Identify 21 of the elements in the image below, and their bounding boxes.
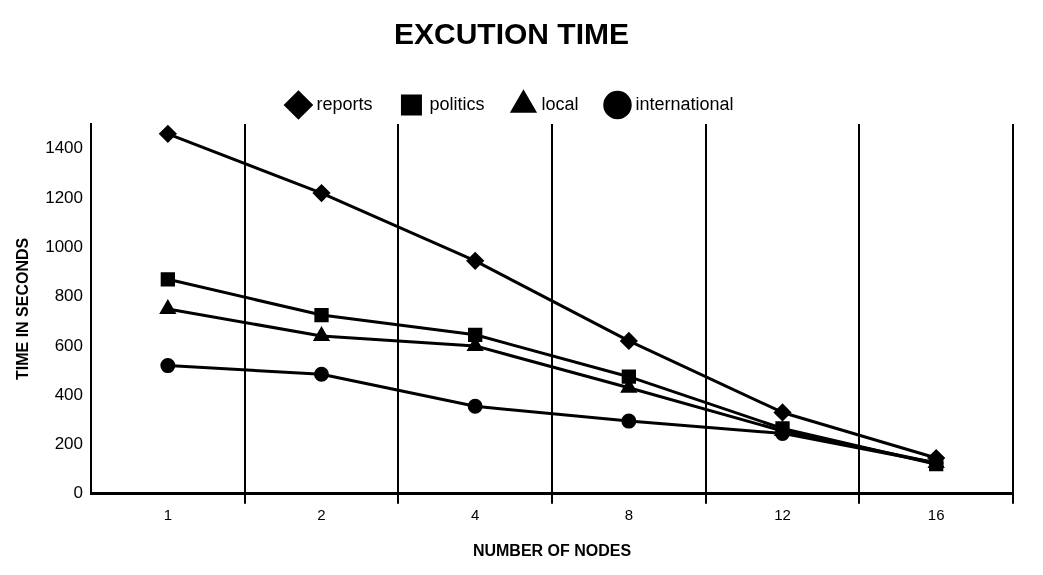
legend-label: politics [429,93,485,114]
x-tick-label: 12 [774,505,791,523]
y-axis-title: TIME IN SECONDS [14,237,32,381]
chart-title: EXCUTION TIME [393,17,630,51]
x-tick-label: 2 [317,505,326,523]
legend-label: international [635,93,734,114]
legend-label: local [541,93,579,114]
y-tick-label: 1000 [45,236,84,256]
y-tick-label: 0 [73,483,84,503]
y-tick-label: 600 [54,335,84,355]
y-tick-label: 1200 [45,187,84,207]
x-axis-title: NUMBER OF NODES [472,541,632,559]
x-tick-label: 4 [471,505,480,523]
y-tick-label: 800 [54,286,84,306]
x-tick-label: 16 [927,505,945,523]
y-tick-label: 200 [54,434,84,454]
x-tick-label: 1 [163,505,173,523]
y-tick-label: 1400 [45,138,84,158]
legend-label: reports [316,93,373,114]
y-tick-label: 400 [54,384,84,404]
x-tick-label: 8 [624,505,634,523]
